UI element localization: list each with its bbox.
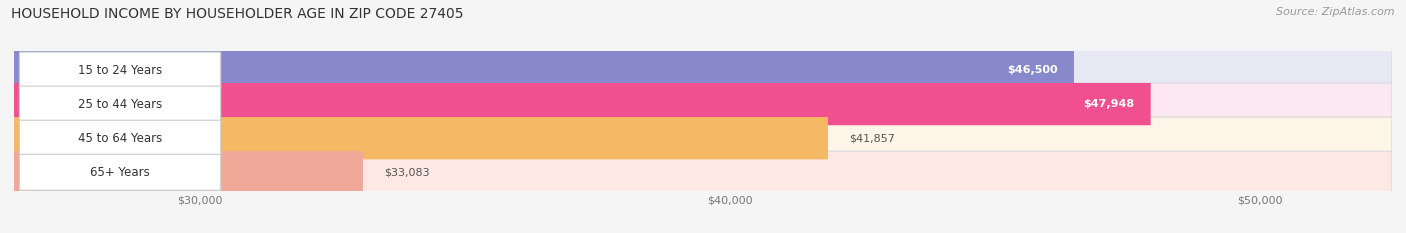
Text: $33,083: $33,083 xyxy=(384,167,430,177)
Text: 15 to 24 Years: 15 to 24 Years xyxy=(77,64,162,76)
FancyBboxPatch shape xyxy=(14,151,1392,193)
Text: 65+ Years: 65+ Years xyxy=(90,166,150,179)
FancyBboxPatch shape xyxy=(14,117,828,159)
FancyBboxPatch shape xyxy=(14,83,1150,125)
Text: $41,857: $41,857 xyxy=(849,133,896,143)
FancyBboxPatch shape xyxy=(14,49,1074,91)
Text: Source: ZipAtlas.com: Source: ZipAtlas.com xyxy=(1277,7,1395,17)
FancyBboxPatch shape xyxy=(20,52,221,88)
FancyBboxPatch shape xyxy=(14,151,363,193)
Text: $46,500: $46,500 xyxy=(1008,65,1059,75)
FancyBboxPatch shape xyxy=(14,117,1392,159)
FancyBboxPatch shape xyxy=(20,120,221,156)
Text: HOUSEHOLD INCOME BY HOUSEHOLDER AGE IN ZIP CODE 27405: HOUSEHOLD INCOME BY HOUSEHOLDER AGE IN Z… xyxy=(11,7,464,21)
FancyBboxPatch shape xyxy=(14,49,1392,91)
Text: 25 to 44 Years: 25 to 44 Years xyxy=(77,98,162,111)
FancyBboxPatch shape xyxy=(20,86,221,122)
FancyBboxPatch shape xyxy=(14,83,1392,125)
Text: 45 to 64 Years: 45 to 64 Years xyxy=(77,132,162,145)
Text: $47,948: $47,948 xyxy=(1084,99,1135,109)
FancyBboxPatch shape xyxy=(20,154,221,190)
